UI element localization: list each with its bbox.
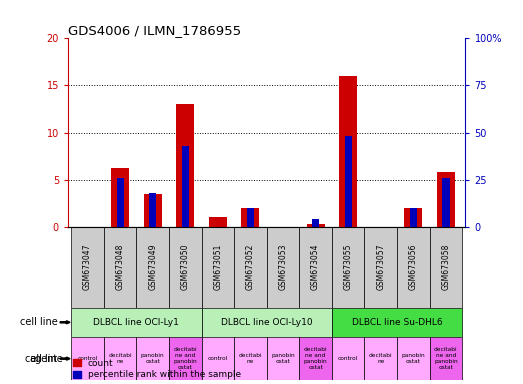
Text: control: control bbox=[338, 356, 358, 361]
Bar bbox=[201, 337, 234, 380]
Text: panobin
ostat: panobin ostat bbox=[402, 353, 425, 364]
Bar bbox=[234, 337, 267, 380]
Bar bbox=[345, 136, 352, 227]
Bar bbox=[169, 337, 201, 380]
Bar bbox=[169, 227, 201, 308]
Bar bbox=[404, 208, 422, 227]
Bar bbox=[410, 208, 417, 227]
Bar bbox=[176, 104, 194, 227]
Text: GSM673054: GSM673054 bbox=[311, 244, 320, 290]
Text: decitabi
ne: decitabi ne bbox=[108, 353, 132, 364]
Text: decitabi
ne and
panobin
ostat: decitabi ne and panobin ostat bbox=[174, 348, 197, 370]
Text: GSM673057: GSM673057 bbox=[376, 244, 385, 290]
Text: cell line: cell line bbox=[20, 317, 58, 327]
Bar bbox=[137, 227, 169, 308]
Text: GSM673047: GSM673047 bbox=[83, 244, 92, 290]
Text: GSM673056: GSM673056 bbox=[409, 244, 418, 290]
Bar bbox=[365, 227, 397, 308]
Bar bbox=[306, 224, 325, 227]
Bar bbox=[117, 178, 124, 227]
Bar bbox=[267, 337, 299, 380]
Bar bbox=[397, 227, 429, 308]
Text: GSM673049: GSM673049 bbox=[148, 244, 157, 290]
Bar bbox=[137, 337, 169, 380]
Bar bbox=[181, 146, 189, 227]
Text: GSM673053: GSM673053 bbox=[279, 244, 288, 290]
Bar bbox=[365, 337, 397, 380]
Bar bbox=[332, 337, 365, 380]
Text: GSM673051: GSM673051 bbox=[213, 244, 222, 290]
Text: decitabi
ne and
panobin
ostat: decitabi ne and panobin ostat bbox=[304, 348, 327, 370]
Text: decitabi
ne and
panobin
ostat: decitabi ne and panobin ostat bbox=[434, 348, 458, 370]
Bar bbox=[442, 178, 449, 227]
Bar bbox=[71, 227, 104, 308]
Text: control: control bbox=[208, 356, 228, 361]
Text: agent: agent bbox=[29, 354, 58, 364]
Text: panobin
ostat: panobin ostat bbox=[141, 353, 165, 364]
Bar bbox=[267, 227, 299, 308]
Bar bbox=[299, 227, 332, 308]
Text: cell line: cell line bbox=[25, 354, 63, 364]
Bar bbox=[201, 227, 234, 308]
Bar bbox=[312, 219, 319, 227]
Bar bbox=[332, 227, 365, 308]
Text: GSM673052: GSM673052 bbox=[246, 244, 255, 290]
Text: panobin
ostat: panobin ostat bbox=[271, 353, 295, 364]
Bar bbox=[104, 337, 137, 380]
Bar bbox=[429, 227, 462, 308]
Bar bbox=[144, 194, 162, 227]
Text: decitabi
ne: decitabi ne bbox=[369, 353, 393, 364]
Text: DLBCL line Su-DHL6: DLBCL line Su-DHL6 bbox=[352, 318, 442, 327]
Bar bbox=[397, 337, 429, 380]
Bar bbox=[339, 76, 357, 227]
Bar bbox=[437, 172, 455, 227]
Text: GSM673050: GSM673050 bbox=[181, 244, 190, 290]
Text: GSM673048: GSM673048 bbox=[116, 244, 124, 290]
Bar bbox=[247, 208, 254, 227]
Text: DLBCL line OCI-Ly1: DLBCL line OCI-Ly1 bbox=[94, 318, 179, 327]
Text: GDS4006 / ILMN_1786955: GDS4006 / ILMN_1786955 bbox=[68, 24, 241, 37]
Bar bbox=[149, 193, 156, 227]
Text: GSM673058: GSM673058 bbox=[441, 244, 450, 290]
Text: control: control bbox=[77, 356, 98, 361]
Bar bbox=[111, 168, 129, 227]
Bar bbox=[201, 308, 332, 337]
Bar bbox=[242, 208, 259, 227]
Bar bbox=[71, 308, 201, 337]
Bar bbox=[299, 337, 332, 380]
Bar bbox=[104, 227, 137, 308]
Text: DLBCL line OCI-Ly10: DLBCL line OCI-Ly10 bbox=[221, 318, 313, 327]
Bar bbox=[332, 308, 462, 337]
Bar bbox=[71, 337, 104, 380]
Text: decitabi
ne: decitabi ne bbox=[238, 353, 262, 364]
Text: GSM673055: GSM673055 bbox=[344, 244, 353, 290]
Bar bbox=[209, 217, 227, 227]
Legend: count, percentile rank within the sample: count, percentile rank within the sample bbox=[73, 359, 241, 379]
Bar bbox=[429, 337, 462, 380]
Bar bbox=[234, 227, 267, 308]
